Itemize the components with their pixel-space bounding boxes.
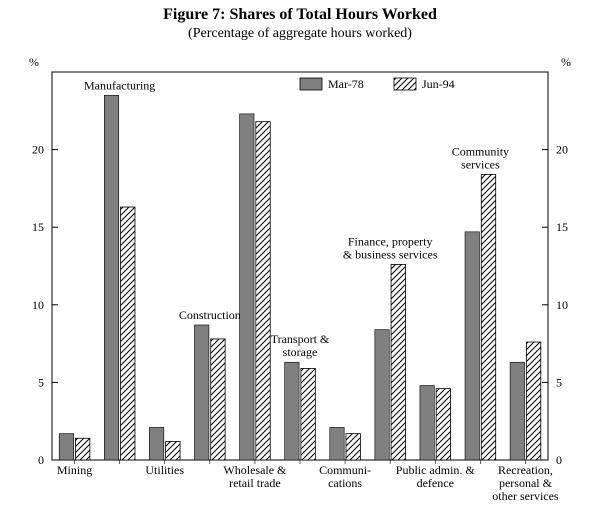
legend-swatch [394, 78, 416, 90]
bar-series-1 [121, 207, 135, 460]
svg-text:15: 15 [556, 220, 568, 234]
svg-text:%: % [29, 55, 39, 69]
svg-text:20: 20 [556, 143, 568, 157]
x-axis-label: Wholesale &retail trade [223, 463, 287, 490]
bar-series-1 [301, 368, 315, 460]
svg-text:5: 5 [38, 375, 44, 389]
bar-series-0 [104, 95, 118, 460]
bar-series-0 [194, 325, 208, 460]
bar-series-0 [510, 362, 524, 460]
legend-label: Jun-94 [422, 77, 455, 91]
x-axis-label: Mining [57, 463, 92, 477]
bar-series-1 [481, 174, 495, 460]
bar-series-1 [346, 434, 360, 460]
bar-series-0 [240, 114, 254, 460]
bar-series-1 [526, 342, 540, 460]
svg-text:10: 10 [556, 298, 568, 312]
category-annotation: Manufacturing [84, 78, 155, 92]
bar-series-1 [211, 339, 225, 460]
bar-series-0 [149, 427, 163, 460]
bar-series-0 [465, 232, 479, 460]
svg-text:0: 0 [38, 453, 44, 467]
category-annotation: Communityservices [452, 144, 509, 171]
svg-text:20: 20 [32, 143, 44, 157]
bar-series-0 [375, 330, 389, 460]
figure-container: Figure 7: Shares of Total Hours Worked (… [0, 0, 600, 519]
legend-label: Mar-78 [328, 77, 364, 91]
x-axis-label: Utilities [145, 463, 184, 477]
category-annotation: Transport &storage [271, 332, 330, 359]
svg-text:10: 10 [32, 298, 44, 312]
category-annotation: Construction [179, 308, 241, 322]
bar-series-1 [391, 264, 405, 460]
x-axis-label: Communi-cations [319, 463, 371, 490]
bar-series-1 [256, 122, 270, 460]
svg-text:15: 15 [32, 220, 44, 234]
x-axis-label: Public admin. &defence [396, 463, 476, 490]
bar-chart: 0 0 5 5 10 10 15 15 20 20%% Mining Manufacturing Uti… [0, 0, 600, 519]
bar-series-1 [75, 438, 89, 460]
category-annotation: Finance, property& business services [343, 234, 438, 261]
x-axis-label: Recreation,personal &other services [492, 463, 559, 503]
bar-series-0 [285, 362, 299, 460]
svg-text:%: % [561, 55, 571, 69]
figure-subtitle: (Percentage of aggregate hours worked) [0, 26, 600, 42]
svg-text:0: 0 [556, 453, 562, 467]
bar-series-1 [166, 441, 180, 460]
bar-series-1 [436, 389, 450, 460]
figure-title: Figure 7: Shares of Total Hours Worked [0, 6, 600, 24]
legend-swatch [300, 78, 322, 90]
legend: Mar-78 Jun-94 [300, 77, 455, 91]
bar-series-0 [59, 434, 73, 460]
bar-series-0 [330, 427, 344, 460]
svg-text:5: 5 [556, 375, 562, 389]
bar-series-0 [420, 386, 434, 460]
